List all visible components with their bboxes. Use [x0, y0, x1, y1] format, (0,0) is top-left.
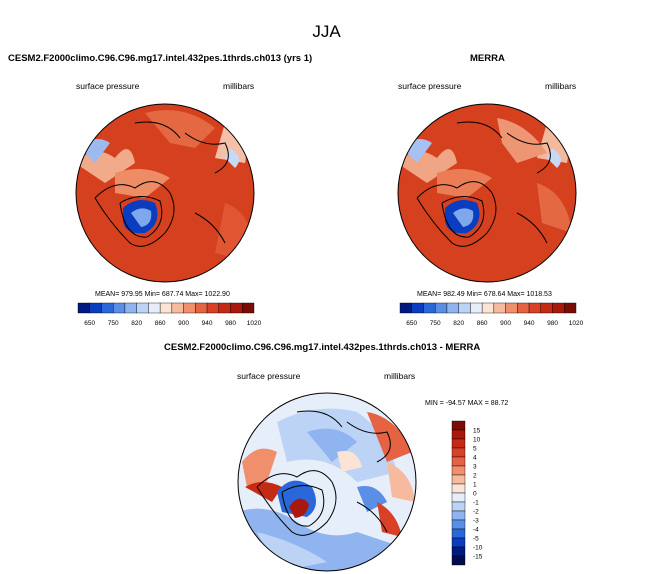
colorbar-swatch: [435, 302, 448, 314]
colorbar-swatch: [451, 537, 466, 548]
colorbar-tick-label: 650: [406, 320, 417, 327]
colorbar-swatch: [470, 302, 483, 314]
colorbar-tick-label: 10: [473, 436, 481, 443]
colorbar-tick-label: 650: [84, 320, 95, 327]
colorbar-swatch: [451, 492, 466, 503]
colorbar-tick-label: 900: [500, 320, 511, 327]
colorbar-swatch: [101, 302, 114, 314]
polar-map-model: [75, 103, 255, 283]
colorbar-tick-label: 750: [430, 320, 441, 327]
colorbar-swatch: [230, 302, 243, 314]
colorbar-tick-label: -2: [473, 508, 479, 515]
colorbar-swatch: [411, 302, 424, 314]
colorbar-swatch: [451, 447, 466, 458]
colorbar-tick-label: -3: [473, 517, 479, 524]
colorbar-swatch: [451, 528, 466, 539]
colorbar-swatch: [399, 302, 412, 314]
stats-model: MEAN= 979.95 Min= 687.74 Max= 1022.90: [95, 291, 230, 298]
colorbar-tick-label: -10: [473, 544, 483, 551]
colorbar-swatch: [148, 302, 161, 314]
colorbar-swatch: [552, 302, 565, 314]
colorbar-tick-label: 1: [473, 481, 477, 488]
colorbar-swatch: [77, 302, 90, 314]
colorbar-swatch: [451, 501, 466, 512]
colorbar-swatch: [505, 302, 518, 314]
colorbar-swatch: [451, 474, 466, 485]
stats-obs: MEAN= 982.49 Min= 678.64 Max= 1018.53: [417, 291, 552, 298]
colorbar-tick-label: 5: [473, 445, 477, 452]
colorbar-swatch: [451, 510, 466, 521]
colorbar-swatch: [136, 302, 149, 314]
colorbar-tick-label: -4: [473, 526, 479, 533]
colorbar-swatch: [451, 438, 466, 449]
colorbar-swatch: [451, 483, 466, 494]
panel-title-obs: MERRA: [470, 53, 505, 64]
panel-units-obs: millibars: [545, 81, 577, 91]
colorbar-tick-label: -1: [473, 499, 479, 506]
colorbar-swatch: [159, 302, 173, 314]
colorbar-tick-label: 980: [225, 320, 236, 327]
colorbar-swatch: [218, 302, 231, 314]
colorbar-tick-label: 980: [547, 320, 558, 327]
stats-diff: MIN = -94.57 MAX = 88.72: [425, 400, 509, 407]
colorbar-swatch: [89, 302, 102, 314]
colorbar-tick-label: 1020: [247, 320, 262, 327]
panel-title-diff: CESM2.F2000climo.C96.C96.mg17.intel.432p…: [164, 342, 481, 353]
colorbar-swatch: [206, 302, 219, 314]
colorbar-swatch: [451, 519, 466, 530]
colorbar-tick-label: 940: [524, 320, 535, 327]
colorbar-tick-label: 860: [155, 320, 166, 327]
colorbar-swatch: [195, 302, 208, 314]
panel-variable-model: surface pressure: [76, 81, 140, 91]
colorbar-tick-label: 820: [131, 320, 142, 327]
colorbar-tick-label: 1020: [569, 320, 584, 327]
colorbar-swatch: [451, 465, 466, 476]
colorbar-tick-label: 940: [202, 320, 213, 327]
panel-units-model: millibars: [223, 81, 255, 91]
colorbar-swatch: [451, 420, 466, 431]
colorbar-swatch: [451, 429, 466, 440]
colorbar-swatch: [451, 546, 466, 557]
colorbar-tick-label: 4: [473, 454, 477, 461]
colorbar-obs: 650 750 820 860 900 940 980 1020: [399, 302, 584, 327]
colorbar-swatch: [458, 302, 471, 314]
panel-variable-diff: surface pressure: [237, 371, 301, 381]
panel-units-diff: millibars: [384, 371, 416, 381]
panel-title-model: CESM2.F2000climo.C96.C96.mg17.intel.432p…: [8, 53, 313, 64]
colorbar-swatch: [451, 555, 466, 566]
colorbar-model: 650 750 820 860 900 940 980 1020: [77, 302, 262, 327]
colorbar-tick-label: -15: [473, 553, 483, 560]
colorbar-swatch: [171, 302, 184, 314]
colorbar-swatch: [451, 456, 466, 467]
colorbar-swatch: [423, 302, 436, 314]
colorbar-swatch: [517, 302, 530, 314]
colorbar-tick-label: 900: [178, 320, 189, 327]
colorbar-swatch: [540, 302, 553, 314]
colorbar-swatch: [242, 302, 255, 314]
colorbar-swatch: [124, 302, 137, 314]
panel-variable-obs: surface pressure: [398, 81, 462, 91]
colorbar-swatch: [183, 302, 196, 314]
colorbar-tick-label: 0: [473, 490, 477, 497]
colorbar-tick-label: 860: [477, 320, 488, 327]
polar-map-diff: [237, 392, 417, 572]
colorbar-swatch: [481, 302, 495, 314]
polar-map-obs: [397, 103, 577, 283]
colorbar-swatch: [493, 302, 506, 314]
colorbar-tick-label: 750: [108, 320, 119, 327]
colorbar-tick-label: 3: [473, 463, 477, 470]
colorbar-tick-label: 15: [473, 427, 481, 434]
colorbar-swatch: [528, 302, 541, 314]
colorbar-swatch: [113, 302, 126, 314]
colorbar-swatch: [564, 302, 577, 314]
colorbar-tick-label: -5: [473, 535, 479, 542]
colorbar-swatch: [446, 302, 459, 314]
colorbar-tick-label: 2: [473, 472, 477, 479]
season-title: JJA: [312, 22, 341, 41]
colorbar-tick-label: 820: [453, 320, 464, 327]
